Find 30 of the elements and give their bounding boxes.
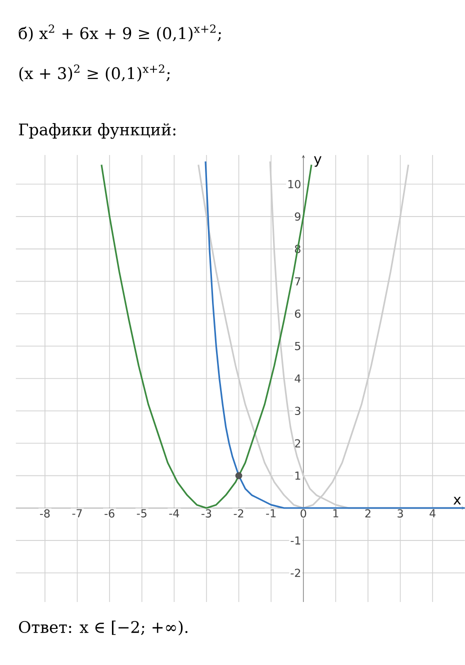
y-tick-label: 2 bbox=[295, 439, 300, 448]
chart-title: б) x$^{2}$ + 6x + 9 ≥ (0,1)$^{x+2}$; bbox=[18, 24, 221, 42]
x-tick-label: -5 bbox=[136, 509, 146, 518]
x-tick-label: -6 bbox=[104, 509, 114, 518]
y-tick-label: 5 bbox=[295, 342, 300, 350]
y-tick-label: 6 bbox=[295, 310, 301, 318]
x-tick-label: -4 bbox=[169, 509, 180, 518]
y-tick-label: 3 bbox=[295, 406, 300, 416]
y-tick-label: 4 bbox=[294, 374, 301, 383]
y-tick-label: 1 bbox=[295, 472, 300, 480]
text: Графики функций: bbox=[19, 123, 176, 139]
y-tick-label: 10 bbox=[288, 180, 300, 188]
x-tick-label: 3 bbox=[398, 509, 403, 518]
x-tick-label: 1 bbox=[333, 509, 338, 518]
y-axis-title: y bbox=[314, 156, 322, 167]
y-tick-label: 9 bbox=[294, 212, 300, 221]
x-tick-label: -7 bbox=[72, 509, 82, 518]
x-tick-label: -1 bbox=[266, 509, 276, 518]
x-axis-title: x bbox=[454, 496, 461, 505]
y-tick-label: 7 bbox=[295, 277, 300, 286]
y-tick-label: -1 bbox=[290, 536, 300, 544]
x-tick-label: 4 bbox=[430, 509, 436, 518]
x-tick-label: 0 bbox=[300, 509, 306, 518]
x-tick-label: -8 bbox=[40, 509, 50, 518]
y-tick-label: -2 bbox=[290, 568, 300, 577]
text: Ответ: x ∈ [−2; +∞). bbox=[19, 620, 188, 636]
x-tick-label: 2 bbox=[365, 509, 370, 518]
x-tick-label: -2 bbox=[234, 509, 244, 518]
chart-subtitle: (x + 3)$^{2}$ ≥ (0,1)$^{x+2}$; bbox=[19, 64, 170, 82]
x-tick-label: -3 bbox=[202, 509, 212, 518]
